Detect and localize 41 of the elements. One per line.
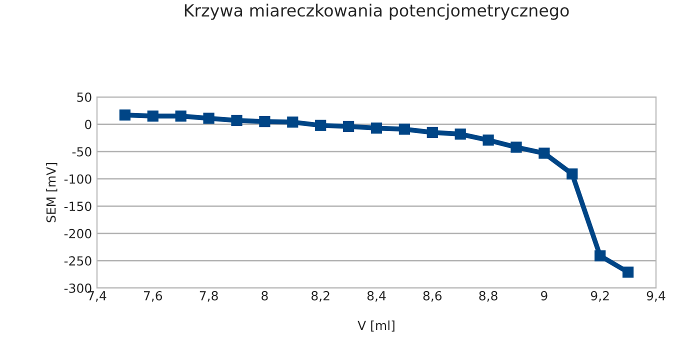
- point: [203, 112, 214, 124]
- x-tick-label: 9: [541, 291, 548, 300]
- x-tick-label: 8,4: [367, 291, 386, 302]
- x-tick-label: 8: [262, 291, 268, 300]
- point: [454, 128, 466, 140]
- x-tick-label: 7,6: [144, 291, 162, 302]
- point: [315, 120, 326, 131]
- point: [119, 109, 131, 121]
- x-tick-label: 7,4: [88, 291, 106, 302]
- y-axis-title: SEM [mV]: [46, 163, 58, 222]
- y-tick-label: -200: [64, 228, 92, 238]
- point: [259, 116, 270, 128]
- point: [510, 142, 522, 153]
- point: [370, 122, 382, 134]
- y-tick-label: -300: [64, 283, 92, 293]
- x-tick-label: 7,8: [200, 291, 218, 302]
- x-axis-title: V [ml]: [358, 320, 394, 332]
- y-tick-label: -250: [64, 256, 92, 266]
- x-tick-label: 9,4: [646, 291, 666, 302]
- point: [342, 120, 354, 132]
- point: [482, 134, 494, 146]
- point: [426, 126, 438, 138]
- y-tick-label: -150: [64, 202, 92, 212]
- chart-title: Krzywa miareczkowania potencjometrycznego: [184, 4, 569, 20]
- x-tick-label: 8,2: [312, 291, 330, 302]
- x-tick-label: 8,6: [423, 291, 442, 302]
- y-tick-label: 50: [77, 92, 92, 102]
- point: [538, 148, 550, 159]
- point: [147, 110, 158, 122]
- y-tick-label: -50: [72, 147, 92, 156]
- point: [175, 110, 186, 122]
- point: [594, 250, 606, 262]
- point: [622, 266, 634, 278]
- point: [287, 116, 298, 128]
- point: [566, 168, 578, 180]
- x-tick-label: 9,2: [590, 291, 609, 302]
- point: [231, 114, 242, 126]
- y-tick-label: 0: [85, 120, 92, 130]
- x-tick-label: 8,8: [479, 291, 498, 302]
- y-tick-label: -100: [64, 174, 92, 184]
- point: [398, 124, 410, 135]
